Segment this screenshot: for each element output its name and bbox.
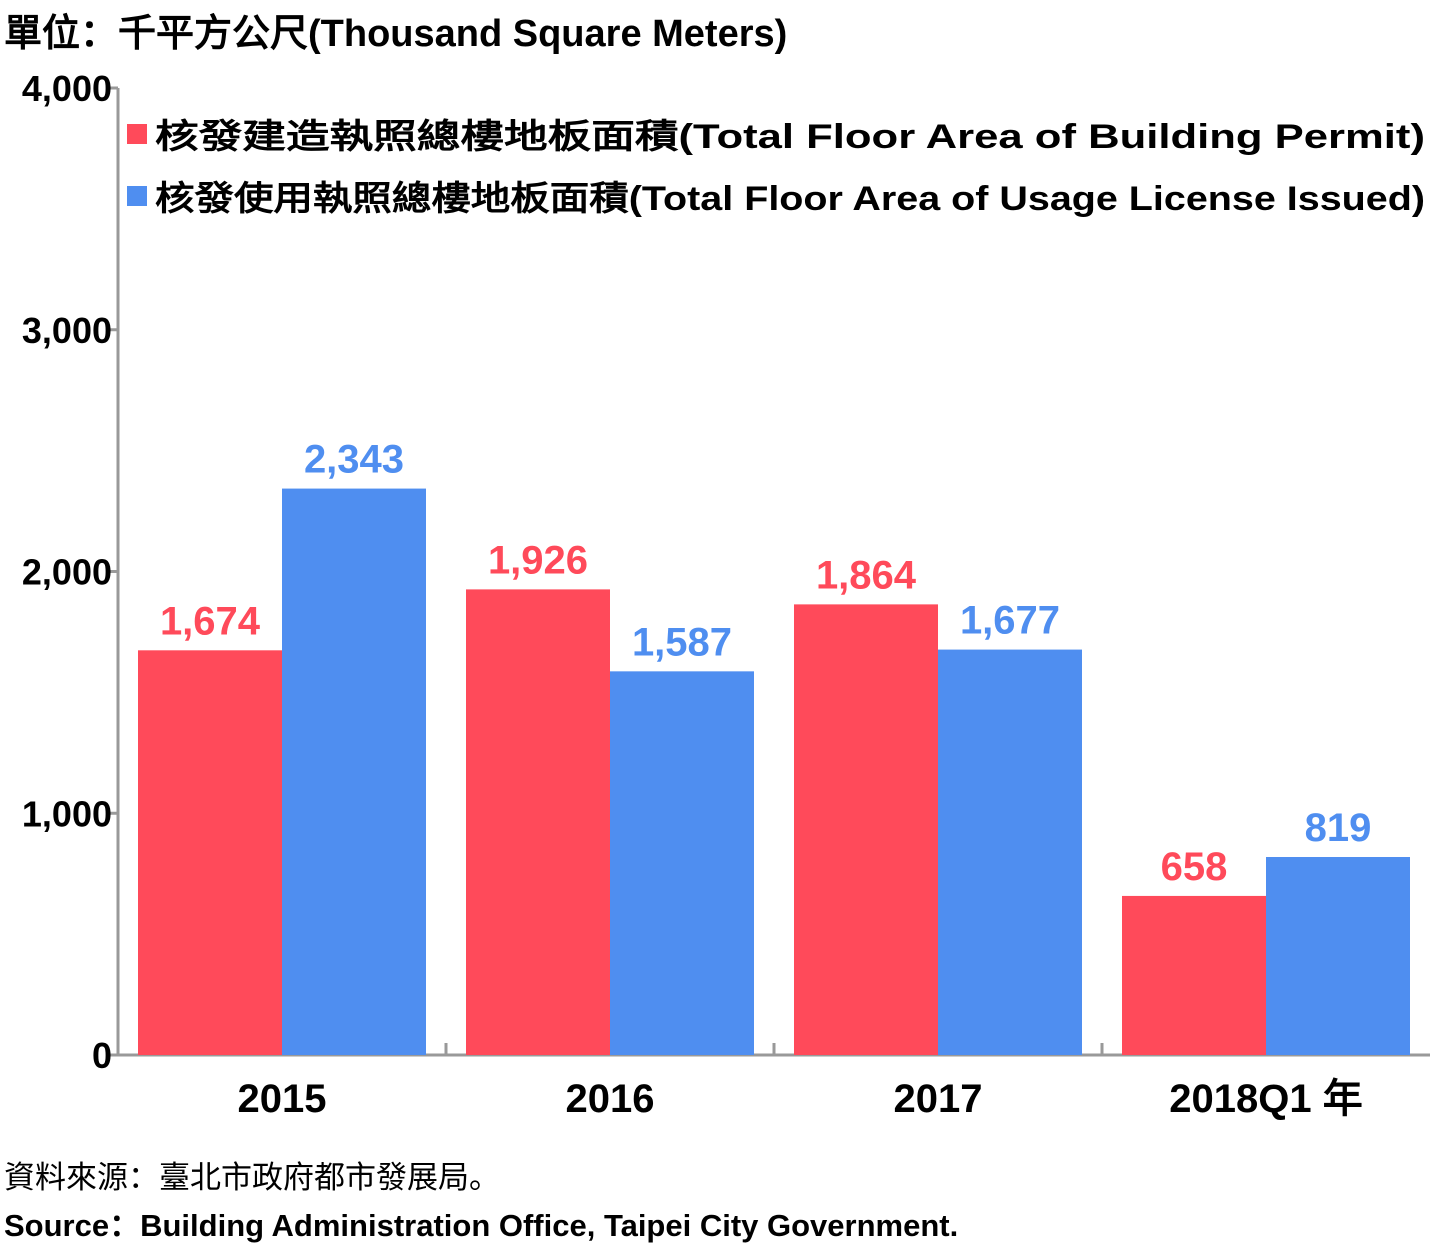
bar-usage-2017	[938, 649, 1082, 1055]
y-tick-label: 1,000	[22, 793, 112, 834]
y-tick-labels: 0 1,000 2,000 3,000 4,000	[22, 68, 112, 1076]
data-label-permit-2016: 1,926	[488, 538, 588, 582]
data-label-permit-2015: 1,674	[160, 599, 261, 643]
bar-permit-2016	[466, 589, 610, 1055]
bars	[138, 488, 1410, 1056]
data-label-usage-2018Q1: 819	[1305, 806, 1372, 850]
legend-swatch-usage	[127, 186, 147, 206]
data-labels: 1,674 2,343 1,926 1,587 1,864 1,677 658 819	[160, 438, 1371, 889]
source-note-zh: 資料來源：臺北市政府都市發展局。	[4, 1160, 500, 1195]
bar-permit-2017	[794, 604, 938, 1055]
data-label-usage-2015: 2,343	[304, 438, 404, 482]
legend-label-permit: 核發建造執照總樓地板面積(Total Floor Area of Buildin…	[155, 118, 1425, 156]
bar-usage-2018Q1	[1266, 857, 1410, 1055]
y-tick-label: 3,000	[22, 310, 112, 351]
bar-usage-2015	[282, 488, 426, 1056]
data-label-usage-2017: 1,677	[960, 599, 1060, 643]
source-note-en: Source：Building Administration Office, T…	[4, 1208, 959, 1243]
data-label-usage-2016: 1,587	[632, 620, 732, 664]
bar-permit-2018Q1	[1122, 895, 1266, 1055]
y-tick-label: 4,000	[22, 68, 112, 109]
bar-permit-2015	[138, 650, 282, 1055]
data-label-permit-2017: 1,864	[816, 553, 917, 597]
legend-swatch-permit	[127, 124, 147, 144]
data-label-permit-2018Q1: 658	[1161, 845, 1228, 889]
x-tick-label: 2015	[238, 1077, 327, 1121]
legend-label-usage: 核發使用執照總樓地板面積(Total Floor Area of Usage L…	[155, 180, 1425, 218]
y-tick-label: 0	[92, 1035, 112, 1076]
x-tick-labels: 2015 2016 2017 2018Q1 年	[238, 1077, 1363, 1121]
legend: 核發建造執照總樓地板面積(Total Floor Area of Buildin…	[127, 118, 1425, 218]
x-tick-label: 2017	[894, 1077, 983, 1121]
x-tick-marks	[444, 1043, 1104, 1055]
x-tick-label: 2018Q1 年	[1169, 1077, 1362, 1121]
unit-label: 單位：千平方公尺(Thousand Square Meters)	[4, 13, 788, 55]
bar-usage-2016	[610, 671, 754, 1055]
y-tick-marks	[108, 86, 118, 1057]
x-tick-label: 2016	[566, 1077, 655, 1121]
y-tick-label: 2,000	[22, 552, 112, 593]
